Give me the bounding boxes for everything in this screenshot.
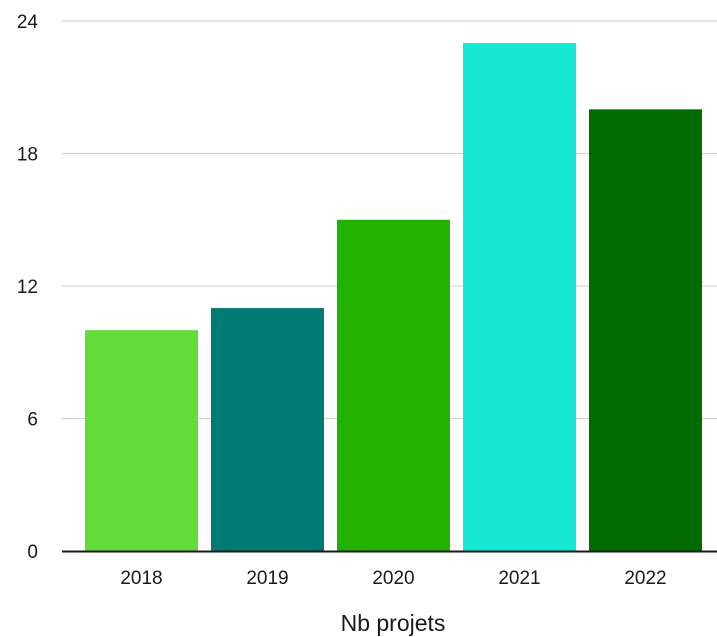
x-tick-label: 2018	[120, 568, 162, 589]
x-axis-title: Nb projets	[341, 610, 446, 636]
y-tick-label: 18	[17, 145, 38, 166]
x-tick-label: 2021	[498, 568, 540, 589]
x-tick-label: 2022	[624, 568, 666, 589]
bar-2019	[211, 308, 324, 551]
bars	[85, 43, 702, 551]
x-axis-ticks: 2018 2019 2020 2021 2022	[120, 568, 666, 589]
y-tick-label: 12	[17, 277, 38, 298]
bar-2022	[589, 109, 702, 551]
bar-2018	[85, 330, 198, 551]
y-tick-label: 6	[27, 410, 38, 431]
y-tick-label: 24	[17, 12, 39, 33]
x-tick-label: 2020	[372, 568, 414, 589]
y-tick-label: 0	[27, 542, 38, 563]
y-axis-ticks: 0 6 12 18 24	[17, 12, 39, 563]
bar-2020	[337, 219, 450, 551]
x-tick-label: 2019	[246, 568, 288, 589]
bar-2021	[463, 43, 576, 551]
